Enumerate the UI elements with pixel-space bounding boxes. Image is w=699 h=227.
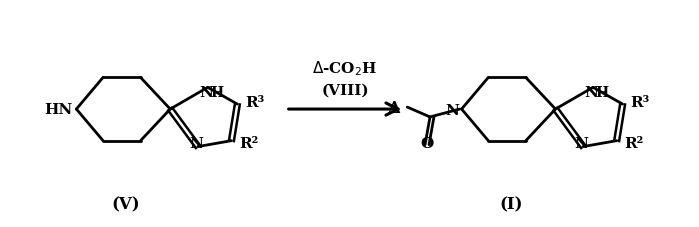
Text: Δ: Δ bbox=[387, 99, 401, 116]
Text: (VIII): (VIII) bbox=[322, 83, 369, 97]
Text: O: O bbox=[420, 136, 433, 150]
Text: R³: R³ bbox=[630, 96, 650, 110]
Text: N: N bbox=[189, 136, 203, 150]
Text: $\Delta$-CO$_2$H: $\Delta$-CO$_2$H bbox=[312, 59, 377, 78]
Text: (V): (V) bbox=[111, 195, 140, 212]
Text: HN: HN bbox=[44, 103, 73, 116]
Text: R²: R² bbox=[625, 136, 644, 150]
Text: N: N bbox=[574, 136, 588, 150]
Text: R²: R² bbox=[239, 136, 259, 150]
Text: N: N bbox=[199, 86, 212, 100]
Text: N: N bbox=[584, 86, 598, 100]
Text: H: H bbox=[596, 86, 608, 100]
Text: R³: R³ bbox=[245, 96, 264, 110]
Text: N: N bbox=[446, 104, 460, 118]
Text: (I): (I) bbox=[499, 195, 523, 212]
Text: H: H bbox=[210, 86, 223, 100]
